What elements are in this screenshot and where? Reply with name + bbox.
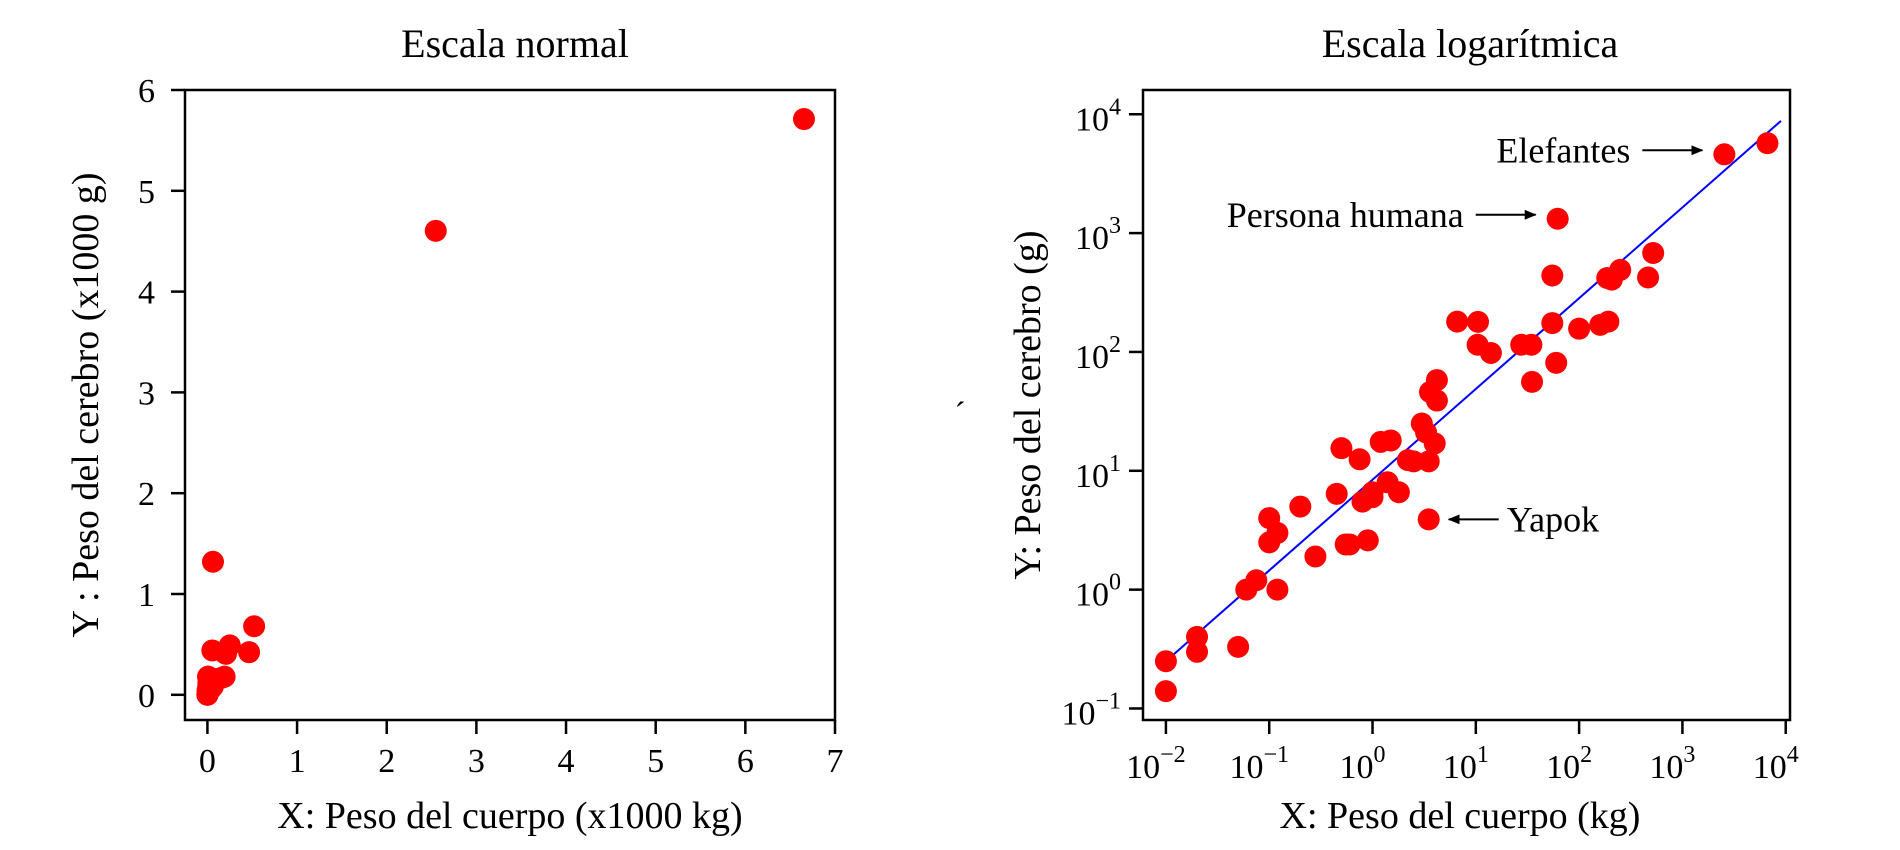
data-point-log (1546, 207, 1569, 230)
x-tick-label-normal: 1 (289, 743, 306, 780)
y-tick-label-log: 104 (1075, 94, 1121, 138)
data-point-log (1423, 432, 1446, 455)
data-point-log (1361, 486, 1384, 509)
data-point-log (1756, 132, 1779, 155)
stray-mark: ´ (954, 396, 965, 433)
annotation-label: Yapok (1507, 499, 1599, 539)
y-tick-label-log: 103 (1075, 213, 1121, 257)
x-tick-label-normal: 4 (558, 743, 575, 780)
y-tick-label-log: 102 (1075, 332, 1121, 376)
y-tick-label-normal: 3 (138, 375, 155, 412)
data-point-log (1330, 437, 1353, 460)
data-point-log (1266, 521, 1289, 544)
data-point-normal (792, 108, 815, 131)
data-point-log (1597, 310, 1620, 333)
data-point-log (1568, 317, 1591, 340)
x-axis-label-normal: X: Peso del cuerpo (x1000 kg) (277, 795, 742, 837)
data-point-log (1266, 578, 1289, 601)
y-tick-label-normal: 2 (138, 476, 155, 513)
data-point-log (1387, 481, 1410, 504)
y-tick-label-normal: 4 (138, 275, 155, 312)
data-point-log (1348, 448, 1371, 471)
data-point-normal (196, 683, 219, 706)
x-tick-label-log: 101 (1443, 742, 1489, 786)
data-point-log (1334, 533, 1357, 556)
data-point-log (1235, 578, 1258, 601)
data-point-normal (201, 639, 224, 662)
data-point-log (1713, 143, 1736, 166)
data-point-log (1289, 495, 1312, 518)
x-tick-label-log: 10−1 (1229, 742, 1289, 786)
annotation-label: Elefantes (1496, 130, 1630, 170)
x-axis-normal: 0 1 2 3 4 5 6 7 (199, 720, 844, 780)
x-tick-label-log: 100 (1340, 742, 1386, 786)
y-axis-label-normal: Y : Peso del cerebro (x1000 g) (65, 172, 107, 637)
y-axis-label-log: Y: Peso del cerebro (g) (1007, 231, 1049, 580)
data-point-log (1521, 370, 1544, 393)
y-axis-normal: 0 1 2 3 4 5 6 (138, 73, 185, 715)
data-point-log (1467, 310, 1490, 333)
x-tick-label-normal: 0 (199, 743, 216, 780)
annotation-label: Persona humana (1227, 195, 1464, 235)
x-tick-label-normal: 5 (647, 743, 664, 780)
data-point-log (1637, 266, 1660, 289)
data-point-log (1609, 258, 1632, 281)
x-tick-label-log: 104 (1753, 742, 1799, 786)
data-point-log (1425, 389, 1448, 412)
y-tick-label-log: 101 (1075, 451, 1121, 495)
x-axis-log: 10−2 10−1 100 101 102 103 104 (1126, 720, 1799, 786)
data-point-log (1186, 640, 1209, 663)
data-point-log (1425, 369, 1448, 392)
x-tick-label-normal: 7 (827, 743, 844, 780)
x-tick-label-normal: 3 (468, 743, 485, 780)
data-point-log (1479, 341, 1502, 364)
x-tick-label-normal: 6 (737, 743, 754, 780)
data-point-normal (243, 615, 266, 638)
x-axis-label-log: X: Peso del cuerpo (kg) (1280, 795, 1641, 837)
y-tick-label-normal: 0 (138, 678, 155, 715)
panel-normal-scale: Escala normal 0 1 2 3 4 5 6 7 0 1 2 3 4 5 6 X: Peso d… (65, 21, 844, 837)
data-point-log (1446, 310, 1469, 333)
data-point-log (1227, 635, 1250, 658)
points-normal (196, 108, 815, 706)
data-point-log (1154, 650, 1177, 673)
y-tick-label-normal: 1 (138, 577, 155, 614)
data-point-log (1369, 430, 1392, 453)
y-tick-label-normal: 5 (138, 174, 155, 211)
y-axis-log: 10−1 100 101 102 103 104 (1061, 94, 1143, 732)
data-point-log (1510, 333, 1533, 356)
annotations-log: Elefantes Persona humana Yapok (1227, 130, 1704, 539)
data-point-log (1642, 242, 1665, 265)
data-point-normal (201, 550, 224, 573)
plot-frame-log (1141, 88, 1792, 722)
x-tick-label-log: 10−2 (1126, 742, 1186, 786)
chart-title-normal: Escala normal (401, 21, 629, 66)
data-point-log (1417, 450, 1440, 473)
data-point-log (1325, 482, 1348, 505)
data-point-log (1541, 312, 1564, 335)
points-log (1154, 132, 1779, 703)
x-tick-label-log: 102 (1546, 742, 1592, 786)
plot-frame-normal (183, 88, 837, 722)
data-point-normal (238, 641, 261, 664)
y-tick-label-normal: 6 (138, 73, 155, 110)
data-point-log (1304, 545, 1327, 568)
x-tick-label-normal: 2 (378, 743, 395, 780)
data-point-log (1356, 529, 1379, 552)
y-tick-label-log: 10−1 (1061, 688, 1121, 732)
fit-line (1165, 120, 1782, 662)
x-tick-label-log: 103 (1649, 742, 1695, 786)
data-point-log (1541, 264, 1564, 287)
data-point-normal (218, 634, 241, 657)
panel-log-scale: Escala logarítmica 10−2 10−1 100 101 102 103 1… (954, 21, 1798, 837)
data-point-yapok (1417, 508, 1440, 531)
data-point-log (1545, 351, 1568, 374)
data-point-log (1396, 449, 1419, 472)
regression-line (1165, 120, 1782, 662)
data-point-normal (424, 219, 447, 242)
y-tick-label-log: 100 (1075, 570, 1121, 614)
data-point-log (1154, 680, 1177, 703)
chart-title-log: Escala logarítmica (1322, 21, 1619, 66)
